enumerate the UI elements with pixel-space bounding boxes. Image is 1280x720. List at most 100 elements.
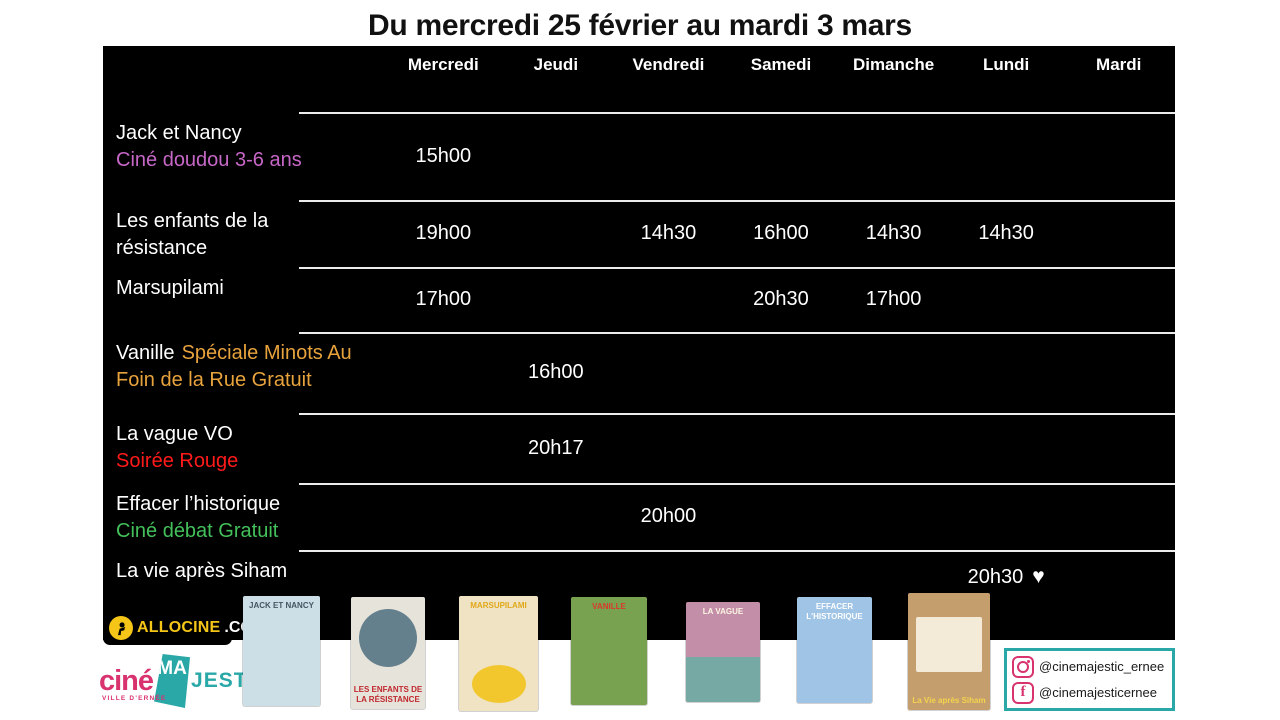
showtime: 20h30 — [967, 566, 1024, 588]
movie-poster: EFFACER L'HISTORIQUE — [797, 597, 872, 703]
movie-poster-title: LES ENFANTS DE LA RÉSISTANCE — [353, 685, 423, 704]
movie-label-line2: Ciné débat Gratuit — [116, 520, 279, 542]
showtime-cell — [387, 483, 500, 550]
showtime-cell — [837, 483, 950, 550]
movie-label-line1: La vie après Siham — [116, 560, 288, 582]
showtime-cell — [725, 332, 838, 413]
showtime-cell — [837, 413, 950, 483]
showtime: 15h00 — [415, 144, 472, 167]
movie-label-line1: Vanille Spéciale Minots Au — [116, 342, 352, 364]
showtime-cell — [725, 483, 838, 550]
row-divider — [299, 413, 1175, 415]
showtime: 20h30 — [753, 288, 809, 310]
showtime-cell — [725, 112, 838, 200]
movie-poster-title: EFFACER L'HISTORIQUE — [806, 602, 863, 621]
movie-poster: VANILLE — [571, 597, 647, 705]
showtime-cell — [950, 267, 1063, 332]
row-divider — [299, 200, 1175, 202]
movie-poster-title: LA VAGUE — [702, 607, 744, 616]
showtime-cell: 20h17 — [500, 413, 613, 483]
movie-label-line2: Foin de la Rue Gratuit — [116, 369, 312, 391]
showtime-cell — [612, 413, 725, 483]
showtime-cell — [1062, 200, 1175, 267]
schedule-row: Effacer l’historique Ciné débat Gratuit … — [103, 483, 1175, 550]
schedule-table: Mercredi Jeudi Vendredi Samedi Dimanche Lundi… — [103, 46, 1175, 640]
movie-label: La vague VO Soirée Rouge — [116, 421, 238, 475]
showtime-cell: 20h00 — [612, 483, 725, 550]
day-header: Lundi — [983, 55, 1030, 74]
movie-label: Marsupilami — [116, 275, 224, 302]
allocine-logo: ALLOCINE .COM — [103, 611, 266, 645]
cinemajestic-cine-text: ciné — [99, 664, 154, 697]
showtime-cell: 17h00 — [387, 267, 500, 332]
row-times: 19h00 14h30 16h00 14h30 14h30 — [387, 200, 1175, 267]
day-header: Vendredi — [632, 55, 705, 74]
showtime-cell — [1062, 413, 1175, 483]
schedule-row: La vague VO Soirée Rouge 20h17 — [103, 413, 1175, 483]
facebook-row: f @cinemajesticernee — [1012, 681, 1167, 704]
instagram-row: @cinemajestic_ernee — [1012, 655, 1167, 678]
movie-poster-title: MARSUPILAMI — [470, 601, 527, 610]
showtime-cell — [837, 332, 950, 413]
showtime-cell — [500, 112, 613, 200]
showtime-cell — [387, 413, 500, 483]
movie-poster: LES ENFANTS DE LA RÉSISTANCE — [351, 597, 425, 709]
movie-label: La vie après Siham — [116, 558, 287, 585]
row-divider — [299, 267, 1175, 269]
row-times: 20h00 — [387, 483, 1175, 550]
showtime: 19h00 — [415, 222, 472, 244]
showtime-cell: 14h30 — [837, 200, 950, 267]
showtime-cell — [387, 332, 500, 413]
facebook-handle: @cinemajesticernee — [1039, 685, 1157, 700]
showtime-cell: 20h30 — [725, 267, 838, 332]
showtime-cell: 19h00 — [387, 200, 500, 267]
showtime-cell — [950, 332, 1063, 413]
showtime-cell: 14h30 — [612, 200, 725, 267]
movie-poster: MARSUPILAMI — [459, 596, 538, 711]
schedule-row: Marsupilami 17h00 20h30 17h00 — [103, 267, 1175, 332]
day-header: Samedi — [750, 55, 812, 74]
day-header: Mardi — [1096, 55, 1142, 74]
movie-poster-title: JACK ET NANCY — [249, 601, 314, 610]
movie-label-line2: résistance — [116, 237, 208, 259]
showtime: 14h30 — [978, 222, 1034, 244]
movie-label: Effacer l’historique Ciné débat Gratuit — [116, 491, 280, 545]
row-divider — [299, 483, 1175, 485]
row-times: 20h30 ♥ — [387, 550, 1175, 640]
cinemajestic-tagline: VILLE D'ERNÉE — [102, 695, 167, 702]
showtime: 20h17 — [528, 436, 584, 459]
showtime-cell — [612, 112, 725, 200]
showtime-cell — [1062, 112, 1175, 200]
day-header: Mercredi — [407, 55, 479, 74]
day-header-row: Mercredi Jeudi Vendredi Samedi Dimanche Lundi… — [387, 55, 1175, 75]
row-times: 16h00 — [387, 332, 1175, 413]
showtime-cell: 14h30 — [950, 200, 1063, 267]
allocine-brand-text: ALLOCINE — [137, 619, 221, 636]
movie-label-line1: Marsupilami — [116, 277, 224, 299]
movie-poster-title: VANILLE — [592, 602, 626, 611]
showtime-cell — [1062, 267, 1175, 332]
movie-label-line1: La vague VO — [116, 423, 233, 445]
allocine-mascot-icon — [109, 616, 133, 640]
movie-label: Vanille Spéciale Minots Au Foin de la Rue… — [116, 340, 352, 394]
facebook-icon: f — [1012, 681, 1034, 704]
showtime-cell: 20h30 ♥ — [950, 550, 1063, 640]
showtime: 17h00 — [865, 288, 922, 310]
schedule-rows: Jack et Nancy Ciné doudou 3-6 ans 15h00 … — [103, 112, 1175, 640]
movie-label: Jack et Nancy Ciné doudou 3-6 ans — [116, 120, 302, 174]
showtime-cell — [612, 267, 725, 332]
showtime: 16h00 — [528, 361, 584, 383]
showtime-cell — [950, 483, 1063, 550]
movie-label-line1: Les enfants de la — [116, 210, 269, 232]
cinemajestic-ma-text: MA — [157, 658, 187, 679]
instagram-icon — [1012, 655, 1034, 678]
showtime-cell: 17h00 — [837, 267, 950, 332]
showtime-cell — [1062, 483, 1175, 550]
showtime-cell: 16h00 — [500, 332, 613, 413]
showtime-cell — [612, 332, 725, 413]
heart-icon: ♥ — [1032, 565, 1045, 588]
movie-poster: La Vie après Siham — [908, 593, 990, 710]
showtime-cell — [725, 413, 838, 483]
movie-label: Les enfants de la résistance — [116, 208, 268, 262]
